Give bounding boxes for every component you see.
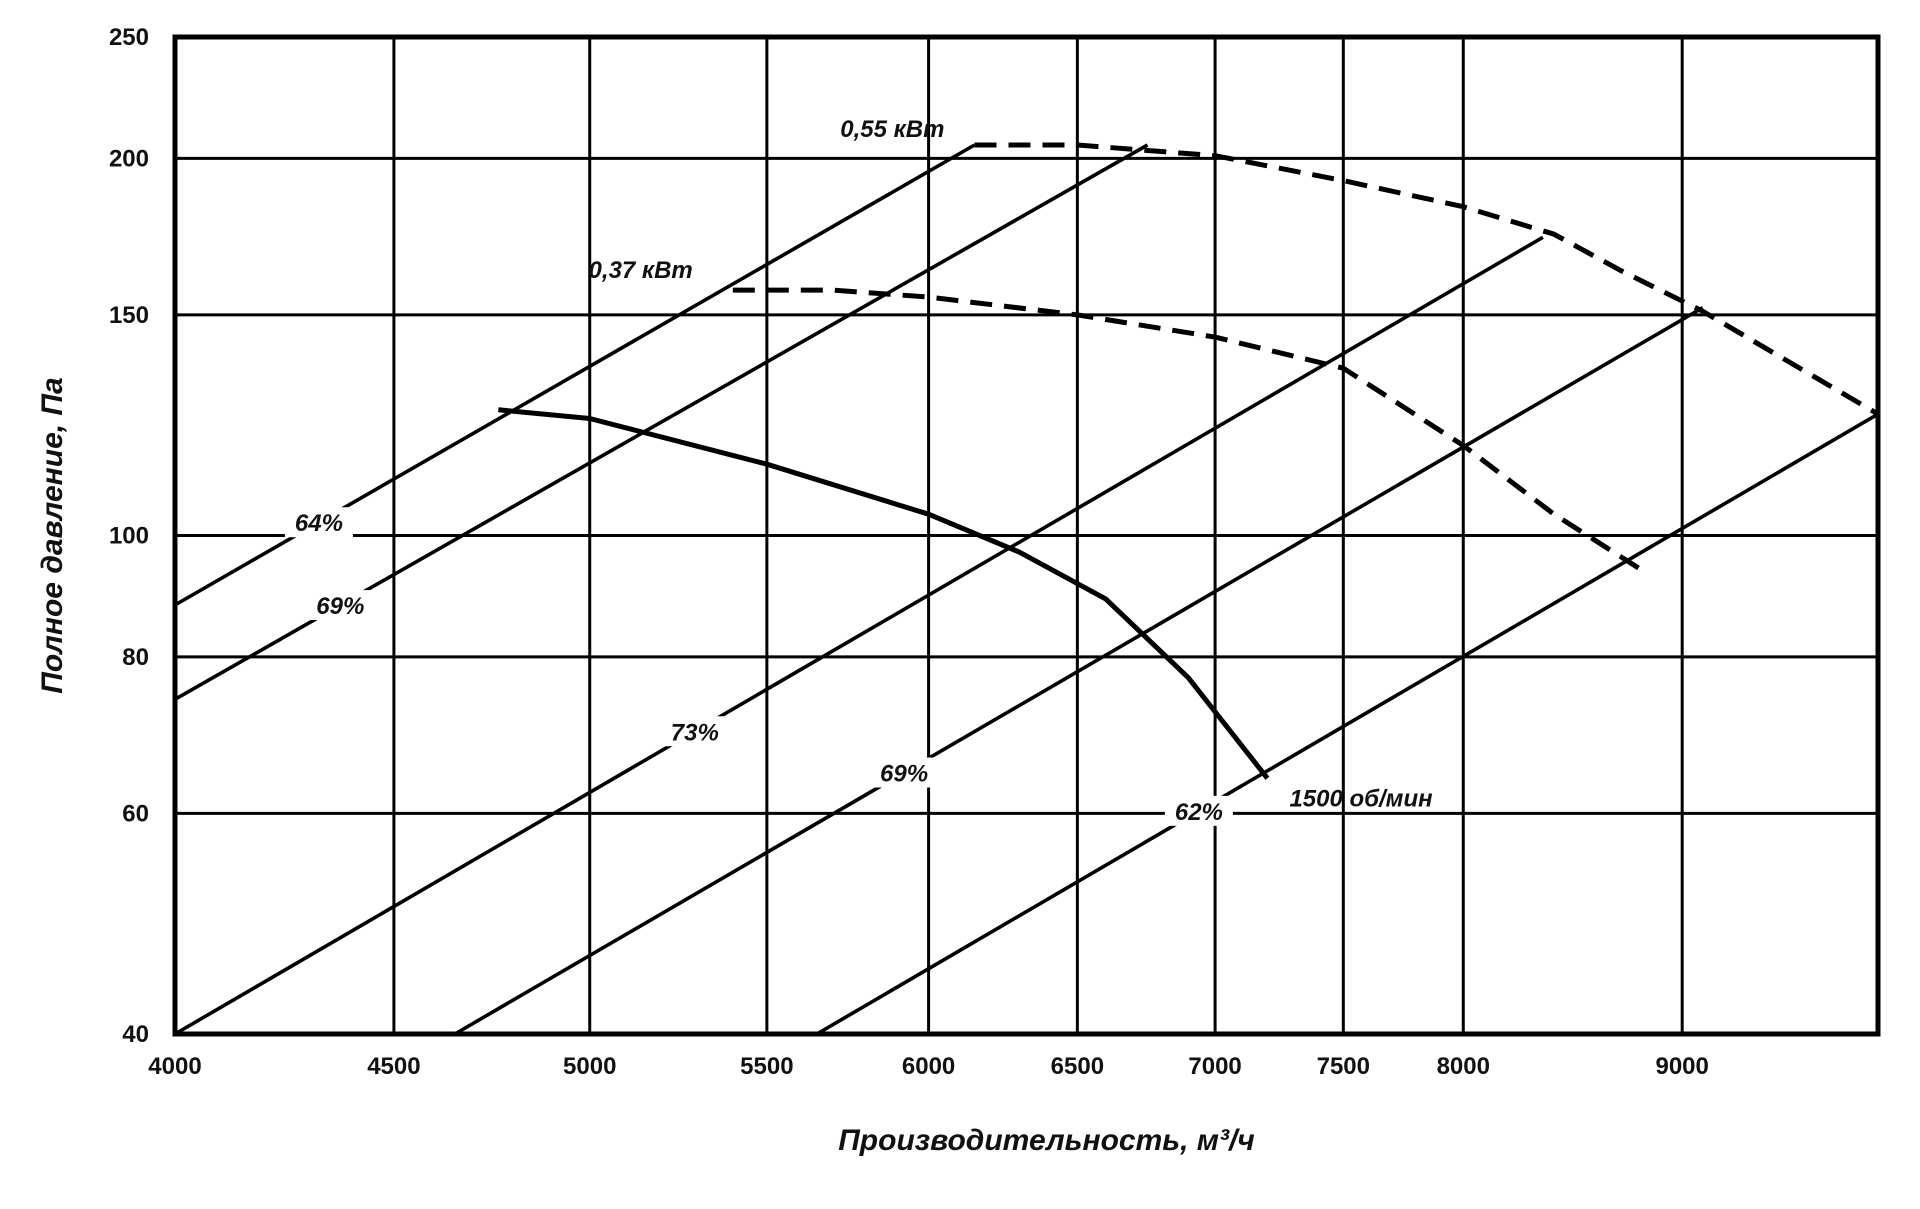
plot-frame bbox=[172, 34, 1881, 1037]
curve-0 bbox=[498, 407, 1270, 780]
efficiency-label-bg-3 bbox=[870, 757, 939, 788]
x-tick-label-8: 8000 bbox=[1437, 1053, 1490, 1080]
y-axis-label: Полное давление, Па bbox=[36, 377, 69, 693]
annotations: 64% 69% 73% 69% 62% 1500 об/мин 0,37 кВт 0,55 к… bbox=[284, 116, 1433, 826]
y-tick-label-1: 60 bbox=[122, 800, 149, 827]
curve-2 bbox=[974, 142, 1880, 417]
x-tick-label-0: 4000 bbox=[148, 1053, 201, 1080]
efficiency-label-4: 62% bbox=[1175, 799, 1223, 826]
curve-1 bbox=[732, 287, 1642, 572]
efficiency-lines bbox=[174, 143, 1879, 1036]
x-tick-label-5: 6500 bbox=[1051, 1053, 1104, 1080]
curve-label-1: 0,37 кВт bbox=[589, 257, 693, 284]
y-tick-labels: 40 60 80 100 150 200 250 bbox=[109, 24, 149, 1048]
y-tick-label-6: 250 bbox=[109, 24, 149, 51]
x-tick-label-7: 7500 bbox=[1317, 1053, 1370, 1080]
efficiency-label-1: 69% bbox=[316, 593, 364, 620]
efficiency-line-2 bbox=[174, 235, 1544, 1036]
x-axis-label: Производительность, м³/ч bbox=[838, 1124, 1255, 1157]
x-tick-label-6: 7000 bbox=[1188, 1053, 1241, 1080]
curve-label-2: 0,55 кВт bbox=[840, 116, 944, 143]
x-tick-label-3: 5500 bbox=[740, 1053, 793, 1080]
y-tick-label-5: 200 bbox=[109, 145, 149, 172]
x-tick-label-2: 5000 bbox=[563, 1053, 616, 1080]
performance-curves bbox=[498, 142, 1880, 780]
y-tick-label-0: 40 bbox=[122, 1021, 149, 1048]
y-tick-label-4: 150 bbox=[109, 302, 149, 329]
x-tick-labels: 4000 4500 5000 5500 6000 6500 7000 7500 8000 9000 bbox=[148, 1053, 1709, 1080]
x-tick-label-1: 4500 bbox=[367, 1053, 420, 1080]
horizontal-gridlines bbox=[175, 156, 1878, 815]
curve-label-0: 1500 об/мин bbox=[1289, 785, 1433, 812]
efficiency-label-2: 73% bbox=[671, 719, 719, 746]
efficiency-line-4 bbox=[815, 412, 1879, 1036]
efficiency-label-3: 69% bbox=[880, 761, 928, 788]
x-tick-label-9: 9000 bbox=[1655, 1053, 1708, 1080]
efficiency-line-3 bbox=[453, 306, 1704, 1036]
efficiency-label-0: 64% bbox=[295, 510, 343, 537]
y-tick-label-3: 100 bbox=[109, 523, 149, 550]
x-tick-label-4: 6000 bbox=[902, 1053, 955, 1080]
efficiency-label-bg-1 bbox=[306, 590, 375, 621]
efficiency-label-bg-4 bbox=[1164, 795, 1233, 826]
efficiency-label-bg-0 bbox=[284, 507, 353, 538]
efficiency-label-bg-2 bbox=[660, 716, 729, 747]
y-tick-label-2: 80 bbox=[122, 644, 149, 671]
